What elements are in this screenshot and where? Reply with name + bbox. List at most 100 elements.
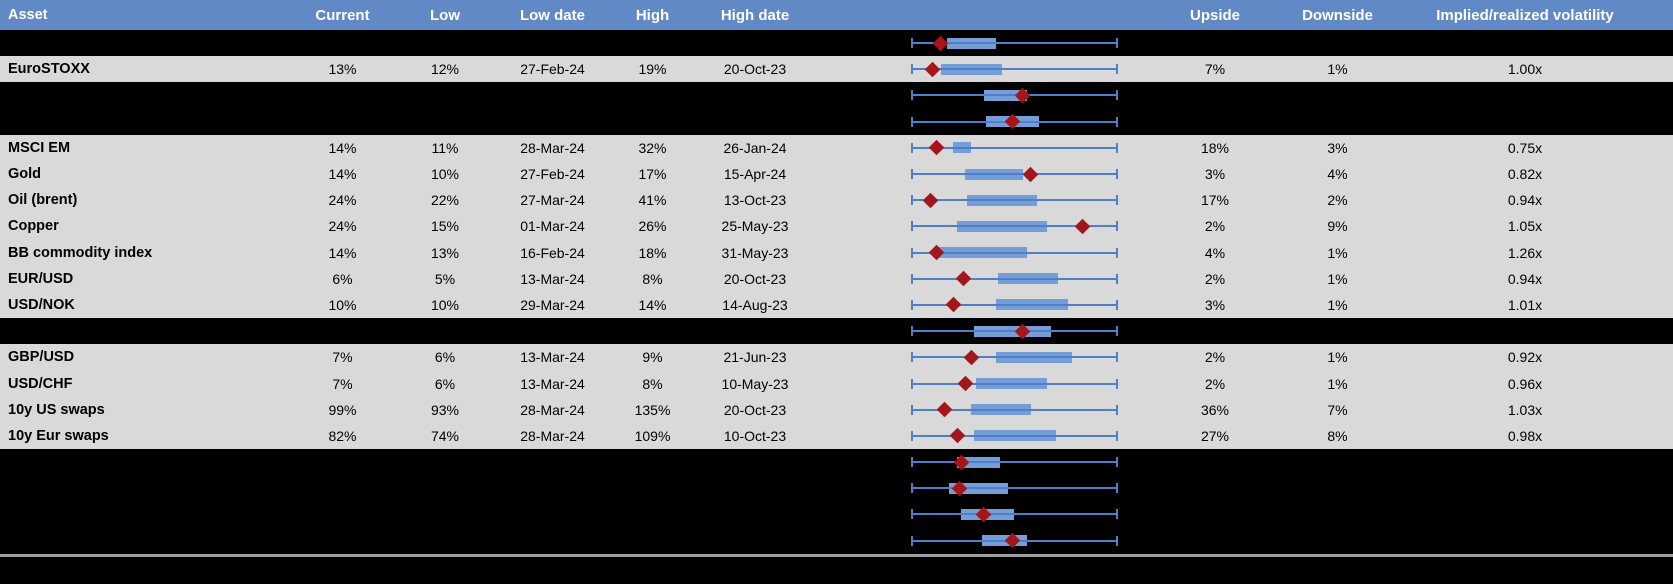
cell-high-date[interactable]: 10-Oct-23 (723, 427, 787, 444)
cell-low-date[interactable]: 28-Mar-24 (520, 401, 585, 418)
cell-low[interactable]: 22% (430, 192, 460, 209)
cell-implied-realized[interactable]: 0.94x (1507, 192, 1543, 209)
cell-asset[interactable] (0, 475, 290, 501)
cell-low-date[interactable]: 28-Mar-24 (520, 139, 585, 156)
cell-downside[interactable] (1280, 109, 1395, 135)
cell-high[interactable] (610, 82, 695, 108)
cell-low[interactable] (395, 475, 495, 501)
cell-upside[interactable]: 27% (1200, 427, 1230, 444)
cell-upside[interactable]: 2% (1204, 270, 1226, 287)
cell-implied-realized[interactable] (1395, 109, 1655, 135)
cell-implied-realized[interactable]: 0.96x (1507, 375, 1543, 392)
header-current[interactable]: Current (315, 6, 370, 24)
cell-high-date[interactable] (695, 109, 815, 135)
cell-upside[interactable]: 3% (1204, 166, 1226, 183)
cell-downside[interactable] (1280, 501, 1395, 527)
cell-upside[interactable] (1150, 501, 1280, 527)
cell-current[interactable] (290, 449, 395, 475)
cell-high[interactable]: 109% (634, 427, 671, 444)
cell-downside[interactable]: 8% (1327, 427, 1348, 444)
cell-upside[interactable]: 18% (1200, 139, 1230, 156)
cell-asset[interactable]: 10y US swaps (8, 401, 105, 418)
cell-downside[interactable]: 1% (1327, 349, 1348, 366)
cell-downside[interactable] (1280, 528, 1395, 554)
header-high-date[interactable]: High date (720, 6, 790, 24)
cell-upside[interactable] (1150, 318, 1280, 344)
cell-low[interactable] (395, 82, 495, 108)
cell-low-date[interactable]: 13-Mar-24 (520, 270, 585, 287)
cell-implied-realized[interactable]: 1.01x (1507, 296, 1543, 313)
cell-low[interactable]: 12% (430, 61, 460, 78)
cell-high-date[interactable] (695, 501, 815, 527)
cell-downside[interactable] (1280, 82, 1395, 108)
cell-downside[interactable]: 1% (1327, 270, 1348, 287)
cell-high-date[interactable] (695, 528, 815, 554)
cell-current[interactable]: 82% (328, 427, 357, 444)
cell-implied-realized[interactable] (1395, 449, 1655, 475)
cell-implied-realized[interactable]: 0.98x (1507, 427, 1543, 444)
cell-current[interactable] (290, 475, 395, 501)
cell-asset[interactable] (0, 82, 290, 108)
cell-downside[interactable]: 2% (1327, 192, 1348, 209)
cell-implied-realized[interactable]: 0.82x (1507, 166, 1543, 183)
cell-high[interactable] (610, 528, 695, 554)
cell-downside[interactable]: 9% (1327, 218, 1348, 235)
cell-high-date[interactable]: 15-Apr-24 (723, 166, 787, 183)
header-high[interactable]: High (635, 6, 670, 24)
cell-current[interactable]: 7% (332, 375, 353, 392)
cell-low[interactable] (395, 30, 495, 56)
cell-asset[interactable]: GBP/USD (8, 349, 75, 366)
cell-low-date[interactable] (495, 449, 610, 475)
cell-low[interactable] (395, 449, 495, 475)
cell-high[interactable]: 32% (638, 139, 667, 156)
cell-current[interactable] (290, 318, 395, 344)
cell-implied-realized[interactable] (1395, 528, 1655, 554)
cell-downside[interactable]: 1% (1327, 375, 1348, 392)
cell-implied-realized[interactable] (1395, 82, 1655, 108)
cell-low-date[interactable] (495, 318, 610, 344)
cell-current[interactable]: 6% (332, 270, 353, 287)
cell-low-date[interactable]: 13-Mar-24 (520, 375, 585, 392)
header-low-date[interactable]: Low date (519, 6, 585, 24)
cell-high-date[interactable]: 31-May-23 (721, 244, 789, 261)
cell-upside[interactable]: 3% (1204, 296, 1226, 313)
header-implied-realized-volatility[interactable]: Implied/realized volatility (1436, 6, 1614, 24)
cell-upside[interactable]: 7% (1204, 61, 1226, 78)
cell-downside[interactable] (1280, 475, 1395, 501)
cell-low[interactable]: 11% (431, 139, 459, 156)
cell-high-date[interactable]: 26-Jan-24 (723, 139, 787, 156)
cell-upside[interactable] (1150, 475, 1280, 501)
cell-current[interactable] (290, 30, 395, 56)
cell-implied-realized[interactable]: 0.94x (1507, 270, 1543, 287)
cell-asset[interactable] (0, 501, 290, 527)
cell-low-date[interactable] (495, 501, 610, 527)
cell-implied-realized[interactable]: 0.92x (1507, 349, 1543, 366)
cell-asset[interactable]: USD/NOK (8, 296, 75, 313)
header-low[interactable]: Low (430, 6, 460, 24)
cell-high[interactable]: 41% (638, 192, 667, 209)
cell-high-date[interactable] (695, 318, 815, 344)
cell-current[interactable]: 24% (328, 192, 357, 209)
cell-upside[interactable] (1150, 109, 1280, 135)
cell-asset[interactable] (0, 30, 290, 56)
cell-asset[interactable]: Copper (8, 218, 59, 235)
cell-high[interactable]: 8% (642, 270, 663, 287)
cell-low-date[interactable]: 29-Mar-24 (520, 296, 585, 313)
cell-current[interactable]: 24% (328, 218, 357, 235)
cell-high-date[interactable]: 14-Aug-23 (722, 296, 788, 313)
cell-high[interactable] (610, 475, 695, 501)
cell-low-date[interactable] (495, 109, 610, 135)
cell-high-date[interactable]: 13-Oct-23 (723, 192, 787, 209)
cell-asset[interactable] (0, 318, 290, 344)
cell-low-date[interactable] (495, 82, 610, 108)
cell-asset[interactable] (0, 449, 290, 475)
cell-high[interactable] (610, 318, 695, 344)
cell-high-date[interactable]: 20-Oct-23 (723, 401, 787, 418)
cell-downside[interactable] (1280, 30, 1395, 56)
cell-asset[interactable]: Oil (brent) (8, 192, 78, 209)
cell-downside[interactable]: 1% (1327, 61, 1348, 78)
cell-current[interactable]: 13% (328, 61, 357, 78)
cell-current[interactable] (290, 501, 395, 527)
cell-high[interactable] (610, 501, 695, 527)
cell-upside[interactable]: 4% (1204, 244, 1226, 261)
